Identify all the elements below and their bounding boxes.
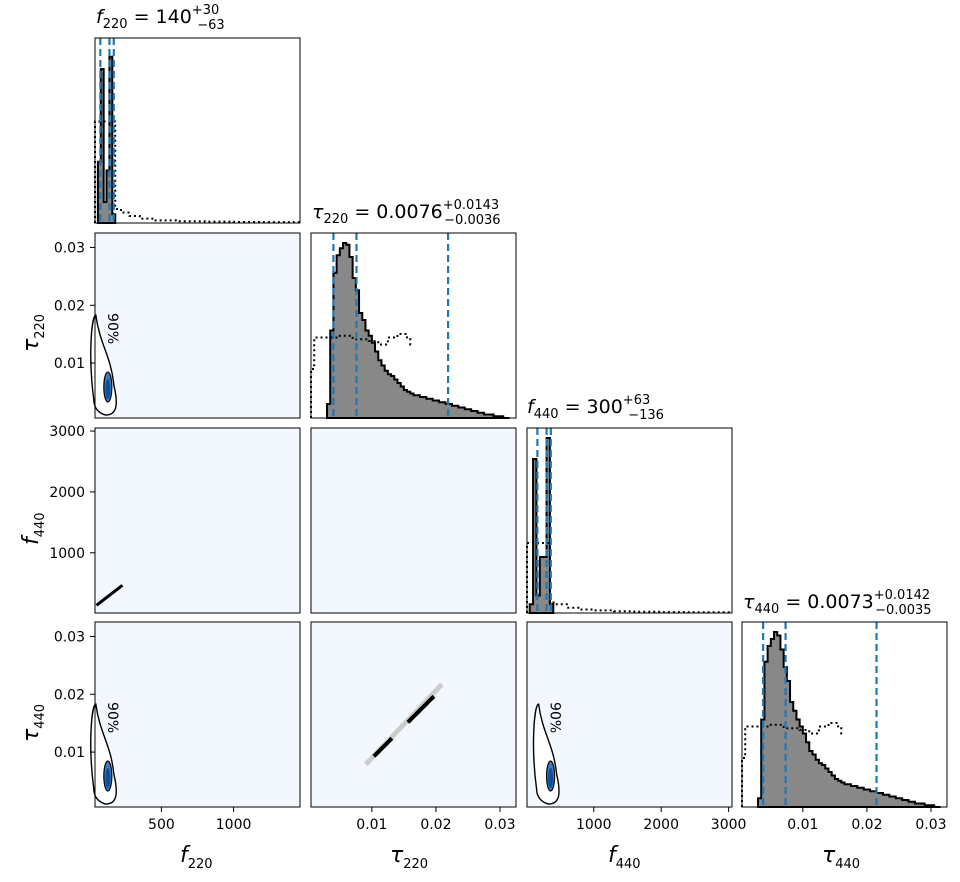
title-f220: f220 = 140+30 −63	[96, 3, 225, 33]
y-tick-label: 2000	[49, 485, 85, 501]
title-f440: f440 = 300+63 −136	[527, 393, 664, 423]
panel-frame	[741, 621, 948, 808]
y-tick-label: 1000	[49, 546, 85, 562]
y-tick-label: 0.02	[54, 687, 85, 703]
contour-core	[406, 694, 436, 724]
panel-frame	[310, 427, 517, 614]
posterior-histogram	[757, 631, 941, 808]
contour-core	[372, 736, 394, 758]
panel-background	[527, 428, 732, 613]
x-tick-label: 0.02	[851, 817, 882, 833]
panel-tau220-tau440: 0.01 0.02 0.03	[310, 621, 517, 833]
x-tick-label: 0.02	[420, 817, 451, 833]
panel-frame	[310, 621, 517, 808]
x-tick-label: 2000	[643, 817, 679, 833]
title-tau440: τ440 = 0.0073+0.0142 −0.0035	[743, 588, 932, 618]
x-tick-label: 1000	[216, 817, 252, 833]
contour-core	[105, 379, 111, 400]
panel-background	[95, 38, 300, 223]
panels: 90% 0.01 0.02 0.03 1000 2000 3000 90% 500 1000 0.0…	[49, 37, 948, 833]
panel-background	[95, 233, 300, 418]
x-tick-label: 0.03	[915, 817, 946, 833]
contour-label: 90%	[104, 313, 120, 344]
panel-frame	[94, 232, 301, 419]
prior-histogram	[94, 120, 300, 224]
ylabel-tau220: τ220	[19, 314, 48, 352]
panel-frame	[94, 37, 301, 224]
panel-tau220	[310, 232, 517, 419]
contour-core	[95, 584, 124, 607]
panel-frame	[526, 427, 733, 614]
panel-background	[527, 622, 732, 807]
prior-histogram	[310, 333, 413, 418]
panel-frame	[526, 621, 733, 808]
xlabel-f440: f440	[608, 843, 641, 872]
panel-f220-tau220: 90% 0.01 0.02 0.03	[54, 232, 301, 419]
panel-f220-f440: 1000 2000 3000	[49, 424, 301, 614]
panel-frame	[94, 427, 301, 614]
contour-label: 90%	[547, 702, 563, 733]
contour-core	[105, 768, 111, 789]
y-tick-label: 0.03	[54, 629, 85, 645]
y-tick-label: 0.01	[54, 745, 85, 761]
x-tick-label: 1000	[576, 817, 612, 833]
xlabel-tau220: τ220	[390, 843, 428, 872]
xlabel-tau440: τ440	[822, 843, 860, 872]
panel-frame	[310, 232, 517, 419]
panel-f440-tau440: 90% 1000 2000 3000	[526, 621, 747, 833]
y-tick-label: 0.03	[54, 240, 85, 256]
x-tick-label: 3000	[711, 817, 747, 833]
ylabel-tau440: τ440	[19, 704, 48, 742]
x-tick-label: 0.01	[356, 817, 387, 833]
y-tick-label: 3000	[49, 424, 85, 440]
y-tick-label: 0.02	[54, 298, 85, 314]
x-tick-label: 0.01	[787, 817, 818, 833]
x-tick-label: 500	[148, 817, 175, 833]
ylabel-f440: f440	[19, 512, 48, 545]
xlabel-f220: f220	[180, 843, 213, 872]
panel-f220	[94, 37, 301, 224]
panel-tau220-f440	[310, 427, 517, 614]
y-tick-label: 0.01	[54, 356, 85, 372]
panel-background	[95, 622, 300, 807]
contour-core	[548, 768, 554, 789]
posterior-histogram	[326, 242, 510, 419]
panel-background	[311, 428, 516, 613]
panel-frame	[94, 621, 301, 808]
panel-tau440: 0.01 0.02 0.03	[741, 621, 948, 833]
panel-f220-tau440: 90% 500 1000 0.01 0.02 0.03	[54, 621, 301, 833]
x-tick-label: 0.03	[484, 817, 515, 833]
prior-histogram	[741, 722, 844, 807]
panel-f440	[526, 427, 733, 614]
contour-label: 90%	[104, 702, 120, 733]
title-tau220: τ220 = 0.0076+0.0143 −0.0036	[312, 198, 501, 228]
panel-background	[95, 428, 300, 613]
